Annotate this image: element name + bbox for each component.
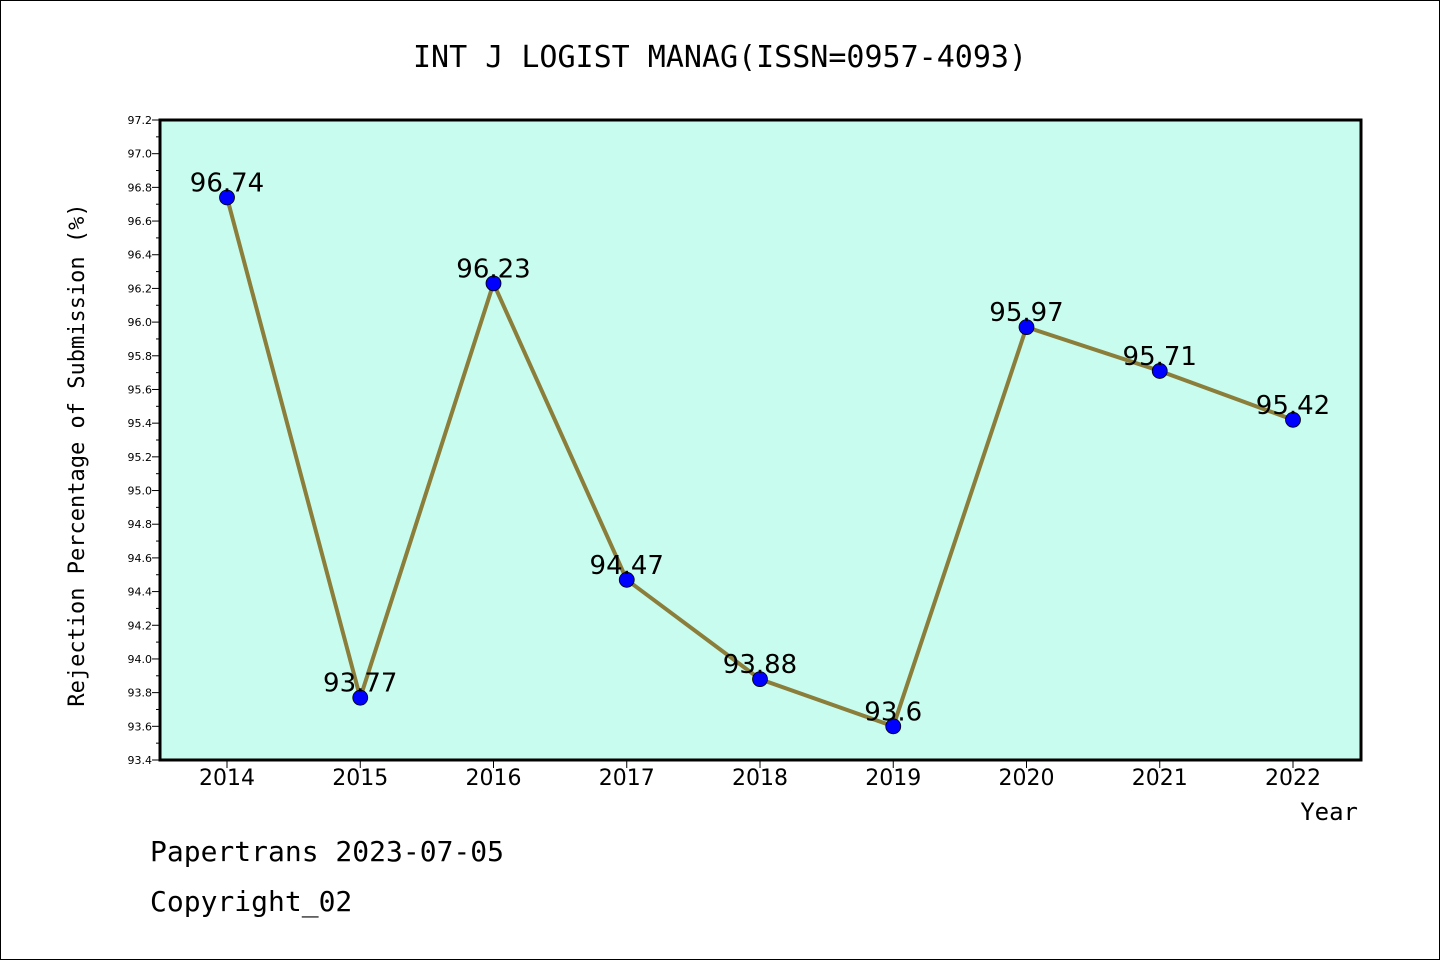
chart-title: INT J LOGIST MANAG(ISSN=0957-4093) [413, 40, 1027, 75]
data-point [219, 189, 235, 206]
footer-date: Papertrans 2023-07-05 [150, 835, 505, 868]
x-axis: 2014 2015 2016 2017 2018 2019 2020 2021 2022 [199, 760, 1321, 791]
y-tick-label: 96.0 [128, 316, 153, 329]
data-point [752, 671, 768, 688]
y-tick-label: 96.2 [128, 282, 153, 295]
y-tick-label: 93.4 [128, 754, 153, 767]
data-point [1285, 411, 1301, 428]
x-tick-label: 2016 [466, 766, 522, 791]
x-tick-label: 2019 [865, 766, 921, 791]
y-tick-label: 96.8 [128, 181, 153, 194]
y-axis-label: Rejection Percentage of Submission (%) [65, 203, 90, 706]
data-label: 95.97 [989, 298, 1063, 328]
data-label: 93.6 [864, 697, 922, 727]
data-point [885, 718, 902, 735]
data-label: 96.74 [190, 168, 264, 198]
data-label: 95.42 [1256, 391, 1330, 421]
y-tick-label: 95.8 [128, 350, 153, 363]
x-axis-label: Year [1300, 798, 1358, 826]
series: 96.74 93.77 96.23 94.47 93.88 93.6 95.97 95.71 9… [190, 168, 1330, 735]
x-tick-label: 2022 [1265, 766, 1321, 791]
data-point [352, 689, 369, 706]
footer-copyright: Copyright_02 [150, 885, 353, 918]
data-point [485, 275, 502, 292]
y-tick-label: 94.8 [128, 518, 153, 531]
plot-border [158, 118, 1363, 762]
y-tick-label: 93.6 [128, 720, 153, 733]
x-tick-label: 2017 [599, 766, 655, 791]
y-tick-label: 94.2 [128, 619, 153, 632]
data-point [618, 571, 635, 588]
y-tick-label: 96.4 [128, 249, 153, 262]
y-tick-label: 93.8 [128, 687, 153, 700]
data-label: 95.71 [1123, 342, 1197, 372]
plot-area [160, 120, 1361, 760]
y-tick-label: 97.0 [128, 148, 153, 161]
y-tick-label: 95.4 [128, 417, 153, 430]
y-tick-label: 97.2 [128, 114, 153, 127]
y-tick-label: 94.6 [128, 552, 153, 565]
data-point [1151, 363, 1168, 379]
x-tick-label: 2020 [999, 766, 1055, 791]
data-label: 94.47 [590, 551, 664, 581]
y-tick-label: 94.4 [128, 586, 153, 599]
data-label: 93.88 [723, 650, 797, 680]
data-label: 93.77 [323, 669, 397, 699]
y-tick-label: 95.6 [128, 383, 153, 396]
x-tick-label: 2018 [732, 766, 788, 791]
data-point [1018, 319, 1035, 336]
y-tick-label: 94.0 [128, 653, 153, 666]
y-axis: 93.4 93.6 93.8 94.0 94.2 94.4 94.6 94.8 95.0 95.2… [128, 114, 160, 767]
x-tick-label: 2021 [1132, 766, 1188, 791]
y-tick-label: 96.6 [128, 215, 153, 228]
y-tick-label: 95.2 [128, 451, 153, 464]
data-label: 96.23 [456, 254, 530, 284]
x-tick-label: 2014 [199, 766, 255, 791]
x-tick-label: 2015 [332, 766, 388, 791]
y-tick-label: 95.0 [128, 485, 153, 498]
